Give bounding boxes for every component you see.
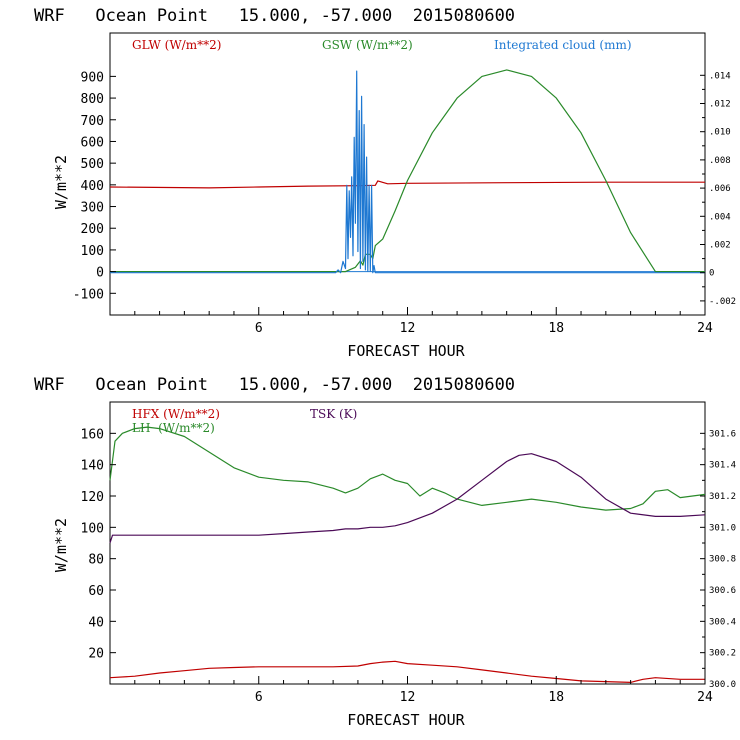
y-tick-label: 200	[81, 222, 104, 237]
y-tick-label: 160	[81, 427, 104, 442]
y-tick-label: 300	[81, 201, 104, 216]
right-y-tick-label: .004	[709, 212, 731, 222]
y-tick-label: 80	[88, 553, 104, 568]
x-tick-label: 12	[400, 690, 416, 705]
series-group	[109, 69, 705, 274]
right-y-tick-label: 300.2	[709, 649, 736, 659]
y-tick-label: 120	[81, 490, 104, 505]
y-tick-label: 700	[81, 114, 104, 129]
series-group	[109, 426, 706, 684]
y-tick-label: 40	[88, 615, 104, 630]
right-y-tick-label: .012	[709, 100, 731, 110]
legend-glw: GLW (W/m**2)	[132, 38, 221, 52]
series-line-glw	[109, 180, 705, 189]
chart-title: WRF Ocean Point 15.000, -57.000 20150806…	[34, 375, 515, 395]
x-tick-label: 6	[255, 321, 263, 336]
right-y-tick-label: 0	[709, 269, 714, 279]
x-axis-label: FORECAST HOUR	[347, 711, 465, 729]
right-y-tick-label: -.002	[709, 297, 736, 307]
y-tick-label: 900	[81, 70, 104, 85]
x-tick-label: 18	[548, 690, 564, 705]
series-line-hfx	[109, 660, 705, 684]
x-tick-label: 6	[255, 690, 263, 705]
legend-gsw: GSW (W/m**2)	[322, 38, 413, 52]
series-line-gsw	[110, 69, 705, 273]
plot-frame	[109, 401, 706, 685]
axis-ticks-group: 6 12 18 24 20 40 60 80 100 120 140 160 300.0 300.2 300…	[81, 427, 737, 705]
y-tick-label: 400	[81, 179, 104, 194]
right-y-tick-label: 301.4	[709, 461, 736, 471]
right-y-tick-label: 300.0	[709, 680, 736, 690]
x-tick-label: 24	[697, 690, 713, 705]
y-tick-label: 600	[81, 135, 104, 150]
right-y-tick-label: 300.8	[709, 555, 736, 565]
x-tick-label: 12	[400, 321, 416, 336]
y-tick-label: 500	[81, 157, 104, 172]
chart-top: WRF Ocean Point 15.000, -57.000 20150806…	[34, 6, 736, 360]
right-y-tick-label: .010	[709, 128, 731, 138]
right-y-tick-label: 300.6	[709, 586, 736, 596]
y-tick-label: 140	[81, 459, 104, 474]
legend-integrated-cloud: Integrated cloud (mm)	[494, 38, 632, 52]
right-y-tick-label: .008	[709, 156, 731, 166]
series-line-integrated	[110, 70, 705, 274]
right-y-tick-label: 300.4	[709, 617, 736, 627]
chart-bottom: WRF Ocean Point 15.000, -57.000 20150806…	[34, 375, 736, 729]
series-line-lh	[109, 426, 706, 511]
axis-ticks-group: 6 12 18 24 -100 0 100 200 300 400 500 600 700 800 900 -…	[73, 70, 736, 336]
y-axis-label: W/m**2	[52, 155, 70, 209]
right-y-tick-label: .006	[709, 184, 731, 194]
x-axis-label: FORECAST HOUR	[347, 342, 465, 360]
right-y-tick-label: 301.2	[709, 492, 736, 502]
right-y-tick-label: .014	[709, 71, 731, 81]
y-tick-label: 60	[88, 584, 104, 599]
legend-tsk: TSK (K)	[310, 407, 357, 421]
y-axis-label: W/m**2	[52, 518, 70, 572]
y-tick-label: 100	[81, 521, 104, 536]
legend-hfx: HFX (W/m**2)	[132, 407, 220, 421]
x-tick-label: 18	[548, 321, 564, 336]
chart-title: WRF Ocean Point 15.000, -57.000 20150806…	[34, 6, 515, 26]
x-tick-label: 24	[697, 321, 713, 336]
series-line-tsk	[109, 453, 706, 544]
right-y-tick-label: 301.6	[709, 429, 736, 439]
y-tick-label: -100	[73, 287, 104, 302]
legend-lh: LH (W/m**2)	[132, 421, 215, 435]
y-tick-label: 800	[81, 92, 104, 107]
y-tick-label: 20	[88, 647, 104, 662]
right-y-tick-label: .002	[709, 241, 731, 251]
right-y-tick-label: 301.0	[709, 523, 736, 533]
y-tick-label: 0	[96, 266, 104, 281]
y-tick-label: 100	[81, 244, 104, 259]
